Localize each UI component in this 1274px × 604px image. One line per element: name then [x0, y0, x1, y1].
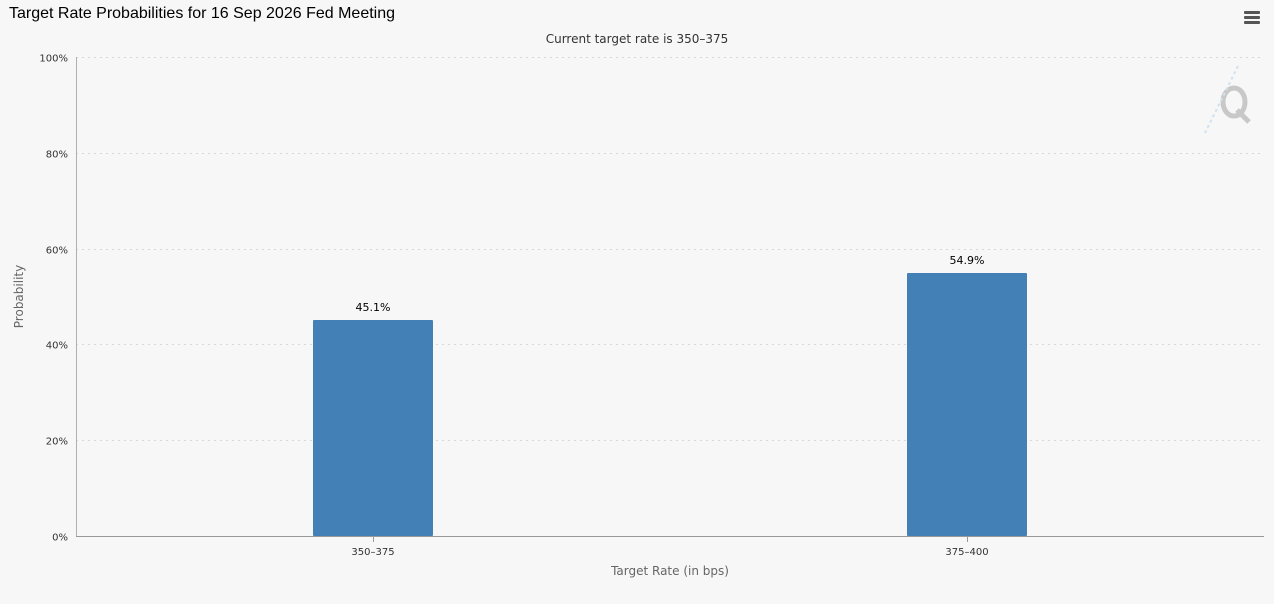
y-tick-label: 100%	[39, 54, 68, 65]
x-axis-title: Target Rate (in bps)	[610, 564, 729, 578]
data-label: 54.9%	[950, 254, 985, 267]
watermark-stripe	[1204, 65, 1239, 134]
menu-line	[1244, 21, 1260, 24]
x-tick-label: 350–375	[351, 547, 394, 558]
chart-title: Target Rate Probabilities for 16 Sep 202…	[9, 5, 396, 22]
bar[interactable]	[313, 319, 433, 536]
y-tick-labels: 0% 20% 40% 60% 80% 100%	[39, 54, 68, 544]
y-axis-title: Probability	[12, 265, 26, 328]
bar[interactable]	[907, 273, 1027, 536]
axes	[76, 57, 1264, 537]
y-tick-label: 40%	[46, 341, 68, 352]
watermark-ring	[1220, 85, 1248, 119]
q-logo-watermark	[1204, 65, 1251, 134]
watermark-tail	[1235, 108, 1251, 124]
chart-subtitle: Current target rate is 350–375	[546, 32, 729, 46]
bars	[313, 273, 1027, 536]
y-tick-label: 60%	[46, 246, 68, 257]
y-tick-label: 0%	[52, 533, 68, 544]
y-tick-label: 80%	[46, 150, 68, 161]
data-label: 45.1%	[356, 301, 391, 314]
menu-line	[1244, 16, 1260, 19]
data-labels: 45.1% 54.9%	[356, 254, 985, 314]
y-tick-label: 20%	[46, 437, 68, 448]
x-tick-labels: 350–375 375–400	[351, 536, 989, 558]
hamburger-menu-icon[interactable]	[1240, 8, 1264, 28]
gridlines	[76, 57, 1264, 441]
menu-line	[1244, 11, 1260, 14]
x-tick-label: 375–400	[945, 547, 988, 558]
